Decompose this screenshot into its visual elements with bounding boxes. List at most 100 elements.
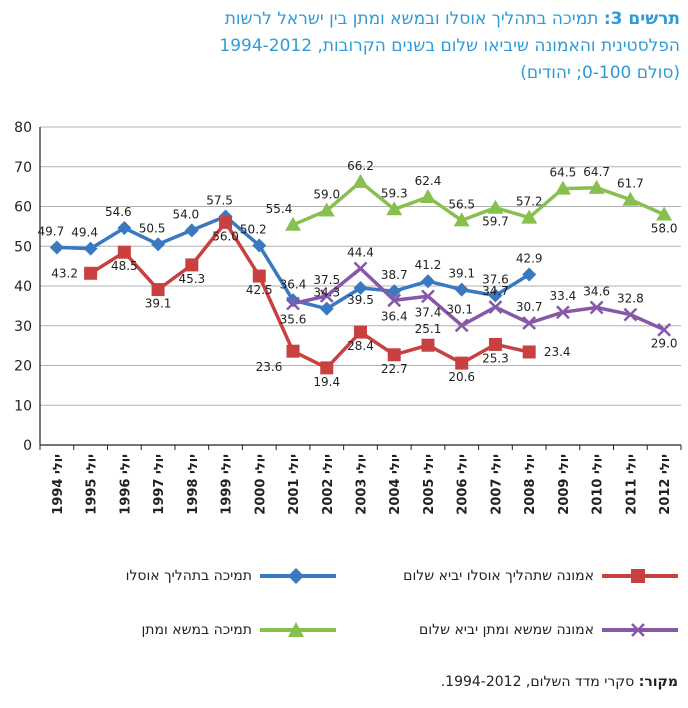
data-point	[387, 293, 402, 308]
x-tick-label: יולי 2009	[557, 454, 572, 515]
data-point	[420, 274, 435, 289]
data-point	[522, 267, 537, 282]
data-label: 64.5	[550, 166, 577, 180]
data-label: 59.3	[381, 186, 408, 200]
x-tick-label: יולי 2008	[523, 454, 538, 515]
data-label: 39.1	[448, 267, 475, 281]
data-point	[319, 289, 334, 303]
data-label: 37.5	[313, 273, 340, 287]
data-label: 32.8	[617, 292, 644, 306]
data-point	[386, 201, 403, 216]
x-tick-label: יולי 2001	[287, 454, 302, 515]
data-label: 55.4	[266, 202, 293, 216]
y-tick-label: 20	[14, 359, 32, 375]
x-tick-label: יולי 2003	[355, 454, 370, 515]
data-point	[387, 284, 402, 299]
y-tick-label: 0	[23, 438, 32, 454]
legend-marker-x	[602, 623, 678, 637]
data-label: 66.2	[347, 159, 374, 173]
data-point	[421, 289, 435, 304]
data-label: 49.4	[71, 226, 98, 240]
data-point	[354, 325, 367, 339]
y-tick-label: 50	[14, 239, 32, 255]
data-label: 62.4	[415, 174, 442, 188]
x-tick-label: יולי 1998	[186, 454, 201, 515]
data-point	[455, 356, 469, 370]
legend-label: אמונה שתהליך אוסלו יביא שלום	[403, 568, 594, 584]
data-label: 20.6	[448, 370, 475, 384]
data-label: 23.6	[256, 360, 283, 374]
data-label: 42.9	[516, 251, 543, 265]
line-chart: 0 10 20 30 40 50 60 70 80 יולי 1994 יולי 1995 יולי …	[14, 120, 682, 515]
data-point	[656, 206, 673, 221]
data-label: 23.4	[544, 345, 571, 359]
data-point	[319, 301, 334, 316]
figure-label: תרשים 3:	[603, 9, 680, 29]
data-label: 34.7	[482, 284, 509, 298]
x-tick-label: יולי 1995	[85, 454, 100, 515]
data-label: 57.2	[516, 195, 543, 209]
x-tick-label: יולי 2012	[658, 454, 673, 515]
data-point	[117, 220, 132, 235]
source-text: סקרי מדד השלום, 1994-2012.	[440, 674, 635, 690]
chart-title: תרשים 3: תמיכה בתהליך אוסלו ובמשא ומתן ב…	[8, 6, 680, 87]
x-tick-label: יולי 1996	[118, 454, 133, 515]
data-label: 49.7	[38, 224, 65, 238]
data-point	[419, 188, 436, 203]
data-point	[185, 258, 199, 272]
data-point	[219, 215, 233, 229]
data-point	[49, 240, 64, 255]
data-point	[252, 269, 266, 283]
data-label: 22.7	[381, 362, 408, 376]
data-label: 61.7	[617, 177, 644, 191]
data-label: 33.4	[550, 289, 577, 303]
x-tick-label: יולי 2004	[388, 454, 403, 515]
x-tick-label: יולי 2011	[624, 454, 639, 515]
data-point	[623, 307, 638, 322]
data-point	[353, 261, 368, 276]
data-point	[151, 283, 165, 297]
data-label: 29.0	[651, 337, 678, 351]
data-point	[588, 179, 605, 194]
data-point	[589, 300, 604, 315]
data-point	[252, 238, 267, 253]
data-label: 39.5	[347, 293, 374, 307]
y-tick-label: 60	[14, 200, 32, 216]
y-tick-label: 40	[14, 279, 32, 295]
data-label: 45.3	[178, 272, 205, 286]
data-label: 42.5	[246, 283, 273, 297]
data-point	[84, 266, 98, 280]
data-label: 37.4	[415, 305, 442, 319]
data-point	[488, 288, 503, 303]
x-tick-label: יולי 2000	[253, 454, 268, 515]
data-point	[454, 282, 469, 297]
data-label: 30.7	[516, 300, 543, 314]
legend-marker-triangle	[260, 622, 336, 637]
data-label: 38.7	[381, 268, 408, 282]
legend-item-oslo-support: תמיכה בתהליך אוסלו	[126, 566, 338, 586]
data-point	[522, 316, 537, 330]
data-label: 44.4	[347, 246, 374, 260]
source-note: מקור: סקרי מדד השלום, 1994-2012.	[441, 674, 678, 690]
data-point	[488, 300, 503, 314]
data-point	[151, 237, 166, 252]
data-point	[657, 322, 672, 337]
series-line	[292, 180, 665, 227]
data-point	[353, 280, 368, 295]
data-point	[83, 241, 98, 256]
y-tick-label: 30	[14, 319, 32, 335]
data-label: 37.6	[482, 273, 509, 287]
data-point	[622, 191, 639, 206]
legend-item-oslo-belief: אמונה שתהליך אוסלו יביא שלום	[403, 566, 680, 586]
data-point	[522, 345, 536, 359]
data-point	[352, 173, 369, 188]
title-line-2: הפלסטינית והאמונה שיביאו שלום בשנים הקרו…	[219, 36, 680, 56]
x-tick-label: יולי 2006	[456, 454, 471, 515]
data-label: 57.5	[206, 193, 233, 207]
data-point	[487, 199, 504, 214]
legend-label: תמיכה במשא ומתן	[141, 622, 252, 638]
data-point	[454, 318, 469, 333]
data-point	[453, 212, 470, 227]
data-label: 59.0	[313, 187, 340, 201]
data-point	[320, 361, 334, 375]
